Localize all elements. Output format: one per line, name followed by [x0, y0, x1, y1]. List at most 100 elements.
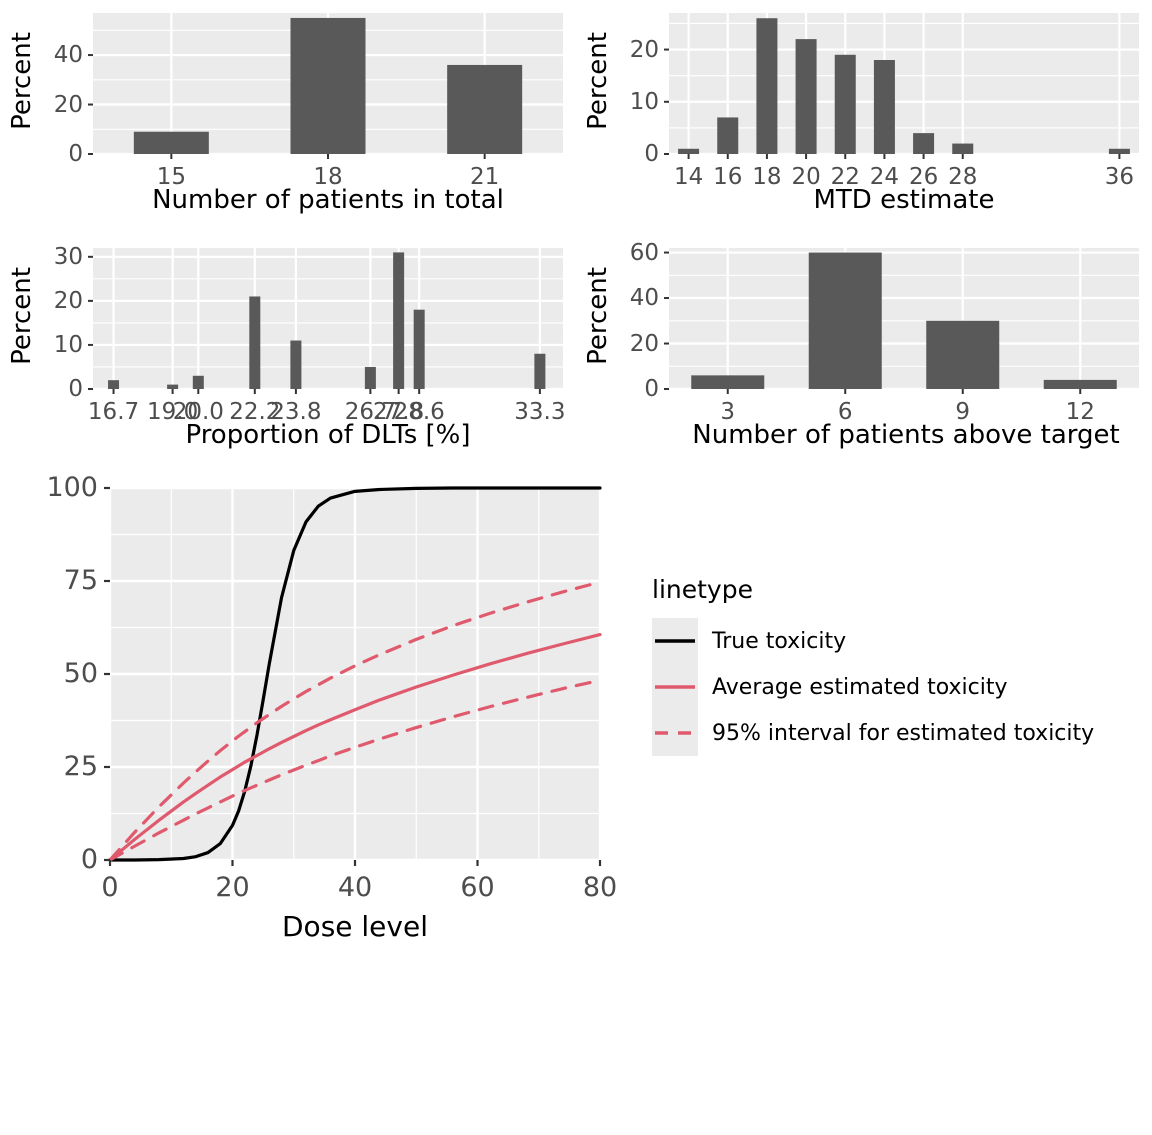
x-tick-label: 27.8 [373, 399, 425, 425]
bar [192, 375, 204, 389]
x-tick-label: 26.7 [344, 399, 396, 425]
panel2-x-axis-title: MTD estimate [813, 185, 995, 215]
x-tick-label: 80 [582, 872, 618, 903]
bar [393, 252, 405, 389]
x-tick-label: 14 [673, 164, 704, 190]
x-tick-label: 6 [837, 399, 853, 425]
bar [873, 60, 895, 154]
y-tick-label: 0 [644, 376, 659, 402]
y-tick-label: 60 [629, 239, 659, 266]
bar [249, 296, 261, 389]
bar [717, 117, 739, 154]
y-tick-label: 30 [53, 243, 83, 270]
bar [534, 353, 546, 389]
panel-dose-toxicity: Probability of DLT [%] Dose level 025507… [0, 470, 1152, 960]
x-tick-label: 28 [948, 164, 978, 190]
x-tick-label: 16.7 [87, 399, 140, 425]
linetype-legend: linetype True toxicity Average estimated … [652, 575, 1094, 756]
bar [756, 18, 778, 154]
x-tick-label: 22 [830, 164, 860, 190]
bar [913, 133, 935, 154]
panel5-x-axis-title: Dose level [282, 910, 428, 943]
y-tick-label: 0 [68, 141, 83, 167]
panel4-x-axis-title: Number of patients above target [692, 420, 1120, 450]
legend-item-1[interactable]: Average estimated toxicity [652, 664, 1094, 710]
legend-item-label: 95% interval for estimated toxicity [712, 720, 1095, 746]
x-tick-label: 0 [101, 872, 119, 903]
y-tick-label: 40 [629, 285, 659, 312]
bar [364, 366, 376, 389]
x-tick-label: 23.8 [270, 399, 322, 425]
bar [1043, 379, 1117, 389]
panel-patients-above-target: Percent Number of patients above target … [576, 235, 1152, 470]
bar [413, 309, 425, 389]
panel-proportion-dlts: Percent Proportion of DLTs [%] 0 10 20 30 1… [0, 235, 576, 470]
panel-patients-total: Percent Number of patients in total 0 20 4… [0, 0, 576, 230]
y-tick-label: 50 [63, 658, 98, 689]
y-tick-label: 10 [629, 88, 659, 115]
legend-title: linetype [652, 575, 753, 604]
y-tick-label: 0 [68, 376, 83, 402]
x-tick-label: 18 [313, 164, 343, 190]
x-tick-label: 15 [156, 164, 186, 190]
y-tick-label: 25 [63, 751, 98, 782]
y-tick-label: 10 [53, 331, 83, 358]
bar [1108, 148, 1130, 154]
legend-key-icon [652, 664, 698, 710]
curve-95-interval-lower [108, 678, 602, 862]
x-tick-label: 3 [720, 399, 736, 425]
legend-item-0[interactable]: True toxicity [652, 618, 1094, 664]
bar [926, 320, 1000, 389]
x-tick-label: 19.0 [147, 399, 199, 425]
panel1-x-axis-title: Number of patients in total [152, 185, 504, 215]
x-tick-label: 16 [713, 164, 743, 190]
x-tick-label: 20 [215, 872, 250, 903]
curve-true-toxicity [108, 486, 602, 862]
x-tick-label: 9 [955, 399, 971, 425]
panel2-plot [664, 13, 1139, 159]
x-tick-label: 24 [869, 164, 900, 190]
curve-average-estimated-toxicity [108, 632, 602, 862]
bar [834, 54, 856, 154]
legend-item-2[interactable]: 95% interval for estimated toxicity [652, 710, 1094, 756]
y-tick-label: 0 [644, 141, 659, 167]
y-tick-label: 20 [629, 330, 659, 357]
bar [290, 340, 302, 389]
bar [290, 17, 366, 154]
panel-mtd-estimate: Percent MTD estimate 0 10 20 14 16 18 20 22 24 2… [576, 0, 1152, 230]
curve-95-interval-upper [108, 580, 602, 862]
y-tick-label: 0 [80, 844, 98, 875]
bar [691, 375, 765, 389]
x-tick-label: 20 [791, 164, 821, 190]
x-tick-label: 22.2 [229, 399, 281, 425]
bar [108, 380, 120, 389]
y-tick-label: 100 [46, 472, 98, 503]
panel5-plot [104, 486, 602, 866]
y-tick-label: 75 [63, 565, 98, 596]
bar [167, 384, 179, 389]
bar [133, 131, 209, 154]
bar [678, 148, 700, 154]
x-tick-label: 20.0 [172, 399, 224, 425]
x-tick-label: 28.6 [393, 399, 445, 425]
y-tick-label: 20 [53, 287, 83, 314]
x-tick-label: 18 [752, 164, 782, 190]
legend-key-icon [652, 710, 698, 756]
y-tick-label: 20 [53, 91, 83, 118]
panel4-plot [664, 248, 1139, 394]
x-tick-label: 21 [470, 164, 500, 190]
x-tick-label: 40 [337, 872, 373, 903]
bar [447, 64, 523, 154]
legend-key-icon [652, 618, 698, 664]
x-tick-label: 26 [908, 164, 939, 190]
panel3-plot [88, 248, 563, 394]
bar [795, 39, 817, 154]
legend-item-label: Average estimated toxicity [712, 674, 1008, 700]
bar [952, 143, 974, 154]
x-tick-label: 36 [1104, 164, 1135, 190]
y-tick-label: 40 [53, 42, 83, 69]
bar [808, 252, 882, 389]
legend-item-label: True toxicity [712, 628, 847, 654]
x-tick-label: 12 [1065, 399, 1095, 425]
panel1-plot [88, 13, 563, 159]
